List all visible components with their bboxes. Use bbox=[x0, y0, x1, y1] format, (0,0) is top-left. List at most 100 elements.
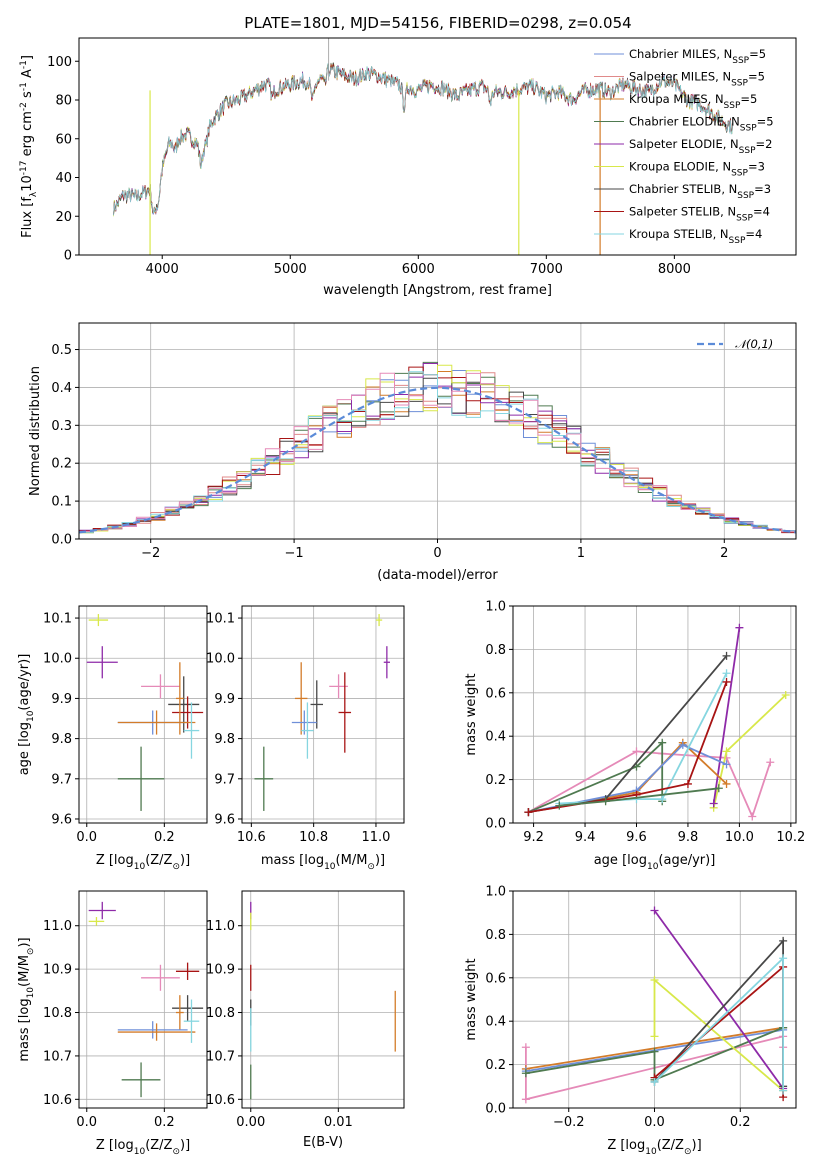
mass-weight-line bbox=[527, 750, 772, 820]
legend-label: Chabrier MILES, NSSP=5 bbox=[629, 47, 766, 66]
mw_vs_age-axes bbox=[513, 605, 796, 824]
mw_vs_age-xtick-label: 9.8 bbox=[678, 830, 699, 845]
age_vs_Z-ytick-label: 9.9 bbox=[51, 692, 72, 707]
mw_vs_age-ytick-label: 0.0 bbox=[485, 817, 506, 832]
mass-vs-ebv-xlabel: E(B-V) bbox=[303, 1135, 343, 1150]
age-vs-z-ylabel: age [log10(age/yr)] bbox=[17, 654, 36, 776]
mw_vs_age-ytick-label: 0.4 bbox=[485, 730, 506, 745]
mass_vs_ebv-xtick-label: 0.00 bbox=[236, 1115, 265, 1130]
age_vs_Z-ytick-label: 10.1 bbox=[43, 612, 72, 627]
age_vs_mass-ytick-label: 9.8 bbox=[214, 732, 235, 747]
mass_vs_Z-ytick-label: 11.0 bbox=[43, 919, 72, 934]
spectrum-ytick-label: 40 bbox=[55, 171, 72, 186]
age_vs_mass-ytick-label: 9.6 bbox=[214, 812, 235, 827]
mass_vs_ebv-frame bbox=[241, 890, 405, 1109]
mass-weight-marker bbox=[722, 779, 731, 788]
mass_vs_ebv-xtick-label: 0.01 bbox=[324, 1115, 353, 1130]
mw_vs_Z-ytick-label: 0.6 bbox=[485, 971, 506, 986]
mass-weight-line bbox=[525, 1026, 784, 1082]
mass-weight-marker bbox=[722, 651, 731, 660]
mw_vs_Z-ytick-label: 0.2 bbox=[485, 1058, 506, 1073]
mass-weight-marker bbox=[650, 906, 659, 915]
mw_vs_age-frame bbox=[512, 605, 797, 824]
mass_vs_Z-ytick-label: 10.6 bbox=[43, 1093, 72, 1108]
spectrum-ytick-label: 0 bbox=[64, 249, 72, 264]
mass-weight-marker bbox=[714, 784, 723, 793]
mw-vs-z-ylabel: mass weight bbox=[464, 958, 479, 1040]
mw_vs_age-ytick-label: 0.8 bbox=[485, 643, 506, 658]
age_vs_Z-xtick-label: 0.0 bbox=[76, 830, 97, 845]
mass-weight-marker bbox=[779, 1086, 788, 1095]
mass-weight-marker bbox=[650, 1077, 659, 1086]
spectrum-ylabel: Flux [fλ10-17 erg cm-2 s-1 A-1] bbox=[19, 55, 39, 238]
age_vs_mass-xtick-label: 10.8 bbox=[299, 830, 328, 845]
mass-weight-marker bbox=[658, 795, 667, 804]
mw_vs_age-xtick-label: 10.2 bbox=[776, 830, 805, 845]
spectrum-axes bbox=[113, 38, 734, 255]
residuals-ytick-label: 0.4 bbox=[51, 381, 72, 396]
mass-weight-line bbox=[712, 627, 741, 804]
age_vs_Z-ytick-label: 10.0 bbox=[43, 652, 72, 667]
normal-curve bbox=[78, 386, 797, 534]
age_vs_Z-ytick-label: 9.6 bbox=[51, 812, 72, 827]
mass-weight-marker bbox=[650, 1032, 659, 1041]
mw_vs_Z-ytick-label: 0.4 bbox=[485, 1015, 506, 1030]
spectrum-ytick-label: 100 bbox=[47, 55, 72, 70]
spectrum-xtick-label: 5000 bbox=[274, 262, 307, 277]
mw_vs_age-ytick-label: 0.6 bbox=[485, 686, 506, 701]
mw-vs-z-xlabel: Z [log10(Z/Z⊙)] bbox=[607, 1138, 701, 1157]
residuals-ytick-label: 0.2 bbox=[51, 457, 72, 472]
residuals-xlabel: (data-model)/error bbox=[377, 568, 498, 583]
mw_vs_age-ytick-label: 0.2 bbox=[485, 773, 506, 788]
mass-weight-marker bbox=[524, 808, 533, 817]
mass_vs_ebv-ytick-label: 11.0 bbox=[206, 919, 235, 934]
mw_vs_age-ytick-label: 1.0 bbox=[485, 600, 506, 615]
residuals-axes bbox=[78, 323, 797, 540]
mw_vs_Z-xtick-label: 0.0 bbox=[644, 1115, 665, 1130]
mass-vs-z-ylabel: mass [log10(M/M⊙)] bbox=[17, 937, 36, 1061]
mass-weight-line bbox=[528, 655, 728, 813]
mw_vs_Z-axes bbox=[513, 890, 796, 1109]
figure-title: PLATE=1801, MJD=54156, FIBERID=0298, z=0… bbox=[244, 14, 631, 32]
legend-label: Chabrier STELIB, NSSP=3 bbox=[629, 182, 771, 201]
age_vs_mass-xtick-label: 10.6 bbox=[237, 830, 266, 845]
age_vs_Z-xtick-label: 0.2 bbox=[154, 830, 175, 845]
legend-label: Kroupa STELIB, NSSP=4 bbox=[629, 227, 762, 246]
mass_vs_ebv-ytick-label: 10.8 bbox=[206, 1006, 235, 1021]
age_vs_Z-axes bbox=[79, 606, 207, 823]
mass-weight-marker bbox=[521, 1095, 530, 1104]
mw_vs_age-xtick-label: 9.6 bbox=[626, 830, 647, 845]
mass-weight-marker bbox=[521, 1069, 530, 1078]
mw_vs_Z-ytick-label: 1.0 bbox=[485, 885, 506, 900]
mass_vs_Z-xtick-label: 0.2 bbox=[154, 1115, 175, 1130]
mass-weight-marker bbox=[722, 760, 731, 769]
mw_vs_age-xtick-label: 9.2 bbox=[523, 830, 544, 845]
age_vs_mass-xtick-label: 11.0 bbox=[361, 830, 390, 845]
mass-weight-marker bbox=[779, 936, 788, 945]
residuals-ytick-label: 0.0 bbox=[51, 533, 72, 548]
mass-weight-marker bbox=[650, 975, 659, 984]
mass-weight-marker bbox=[766, 758, 775, 767]
age_vs_mass-ytick-label: 10.0 bbox=[206, 652, 235, 667]
mass-weight-marker bbox=[735, 623, 744, 632]
legend-label: Salpeter STELIB, NSSP=4 bbox=[629, 205, 770, 224]
mw_vs_age-xtick-label: 9.4 bbox=[575, 830, 596, 845]
mass_vs_Z-axes bbox=[79, 891, 207, 1108]
mass-vs-z-xlabel: Z [log10(Z/Z⊙)] bbox=[96, 1138, 190, 1157]
age-vs-z-xlabel: Z [log10(Z/Z⊙)] bbox=[96, 853, 190, 872]
mass_vs_ebv-ytick-label: 10.6 bbox=[206, 1093, 235, 1108]
residuals-ytick-label: 0.1 bbox=[51, 495, 72, 510]
age_vs_mass-ytick-label: 10.1 bbox=[206, 612, 235, 627]
spectrum-xlabel: wavelength [Angstrom, rest frame] bbox=[323, 283, 552, 298]
legend-label: Kroupa ELODIE, NSSP=3 bbox=[629, 160, 765, 179]
mass_vs_Z-ytick-label: 10.7 bbox=[43, 1049, 72, 1064]
mw_vs_Z-ytick-label: 0.0 bbox=[485, 1102, 506, 1117]
mass_vs_Z-xtick-label: 0.0 bbox=[76, 1115, 97, 1130]
spectrum-frame bbox=[78, 37, 797, 256]
mw-vs-age-ylabel: mass weight bbox=[464, 673, 479, 755]
age_vs_mass-axes bbox=[242, 606, 404, 823]
mass-weight-marker bbox=[709, 799, 718, 808]
residual-histogram bbox=[79, 372, 796, 539]
mass_vs_ebv-ytick-label: 10.9 bbox=[206, 963, 235, 978]
